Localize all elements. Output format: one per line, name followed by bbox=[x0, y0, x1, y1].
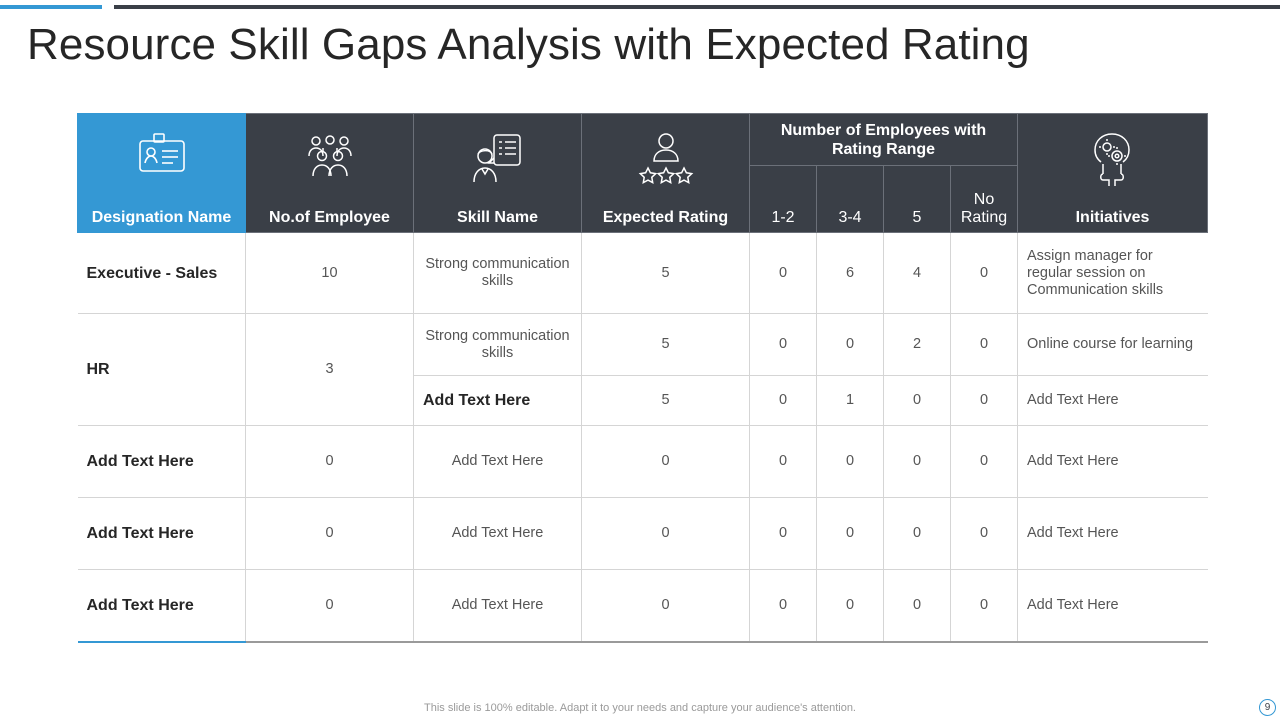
employees-cell: 0 bbox=[245, 569, 414, 643]
footer-note: This slide is 100% editable. Adapt it to… bbox=[424, 702, 856, 714]
range-3-4-cell: 0 bbox=[816, 425, 884, 498]
header-range-1-2: 1-2 bbox=[749, 165, 817, 233]
head-gears-icon bbox=[1093, 132, 1133, 193]
expected-rating-cell: 0 bbox=[581, 425, 750, 498]
header-rating-range-group: Number of Employees with Rating Range bbox=[749, 113, 1018, 166]
range-1-2-cell: 0 bbox=[749, 569, 817, 643]
range-3-4-cell: 0 bbox=[816, 497, 884, 570]
header-skill: Skill Name bbox=[413, 113, 582, 233]
range-1-2-cell: 0 bbox=[749, 425, 817, 498]
range-no-rating-cell: 0 bbox=[950, 569, 1018, 643]
header-employees: No.of Employee bbox=[245, 113, 414, 233]
range-1-2-cell: 0 bbox=[749, 497, 817, 570]
expected-rating-cell: 0 bbox=[581, 497, 750, 570]
header-skill-label: Skill Name bbox=[457, 209, 538, 226]
employees-cell: 10 bbox=[245, 232, 414, 314]
id-card-icon bbox=[137, 132, 187, 181]
range-no-rating-cell: 0 bbox=[950, 375, 1018, 426]
range-5-cell: 0 bbox=[883, 425, 951, 498]
range-3-4-cell: 1 bbox=[816, 375, 884, 426]
initiative-cell: Assign manager for regular session on Co… bbox=[1017, 232, 1208, 314]
header-range-3-4: 3-4 bbox=[816, 165, 884, 233]
page-number: 9 bbox=[1259, 699, 1276, 716]
person-checklist-icon bbox=[472, 132, 524, 189]
header-initiatives-label: Initiatives bbox=[1075, 209, 1150, 226]
skill-cell: Add Text Here bbox=[413, 569, 582, 643]
initiative-cell: Add Text Here bbox=[1017, 425, 1208, 498]
range-1-2-cell: 0 bbox=[749, 232, 817, 314]
employees-cell: 0 bbox=[245, 425, 414, 498]
skill-cell: Strong communication skills bbox=[413, 232, 582, 314]
range-5-cell: 2 bbox=[883, 313, 951, 376]
skill-cell: Add Text Here bbox=[413, 375, 582, 426]
skill-cell: Strong communication skills bbox=[413, 313, 582, 376]
table-row: Add Text Here 0 Add Text Here 0 0 0 0 0 … bbox=[77, 425, 1208, 498]
employees-cell: 3 bbox=[245, 313, 414, 426]
range-5-cell: 0 bbox=[883, 569, 951, 643]
table-row: Executive - Sales 10 Strong communicatio… bbox=[77, 232, 1208, 314]
accent-bar-blue bbox=[0, 5, 102, 9]
initiative-cell: Add Text Here bbox=[1017, 497, 1208, 570]
expected-rating-cell: 5 bbox=[581, 232, 750, 314]
table-row: Add Text Here 0 Add Text Here 0 0 0 0 0 … bbox=[77, 569, 1208, 643]
skill-cell: Add Text Here bbox=[413, 425, 582, 498]
range-3-4-cell: 6 bbox=[816, 232, 884, 314]
designation-cell: HR bbox=[77, 313, 246, 426]
initiative-cell: Add Text Here bbox=[1017, 375, 1208, 426]
team-icon bbox=[305, 132, 355, 185]
range-3-4-cell: 0 bbox=[816, 313, 884, 376]
table-row: Add Text Here 5 0 1 0 0 Add Text Here bbox=[78, 375, 1208, 426]
designation-cell: Add Text Here bbox=[77, 569, 246, 643]
header-expected-label: Expected Rating bbox=[602, 209, 729, 226]
expected-rating-cell: 5 bbox=[581, 313, 750, 376]
slide-title: Resource Skill Gaps Analysis with Expect… bbox=[27, 20, 1030, 69]
header-expected: Expected Rating bbox=[581, 113, 750, 233]
range-no-rating-cell: 0 bbox=[950, 232, 1018, 314]
accent-bar-dark bbox=[114, 5, 1280, 9]
header-initiatives: Initiatives bbox=[1017, 113, 1208, 233]
range-1-2-cell: 0 bbox=[749, 313, 817, 376]
user-stars-icon bbox=[638, 132, 694, 191]
designation-cell: Executive - Sales bbox=[77, 232, 246, 314]
header-range-5: 5 bbox=[883, 165, 951, 233]
range-no-rating-cell: 0 bbox=[950, 497, 1018, 570]
header-employees-label: No.of Employee bbox=[269, 209, 390, 226]
table-row: HR 3 Strong communication skills 5 0 0 2… bbox=[77, 313, 1208, 426]
range-no-rating-cell: 0 bbox=[950, 425, 1018, 498]
range-5-cell: 0 bbox=[883, 375, 951, 426]
header-designation: Designation Name bbox=[77, 113, 246, 233]
skill-cell: Add Text Here bbox=[413, 497, 582, 570]
header-designation-label: Designation Name bbox=[91, 209, 232, 226]
range-5-cell: 4 bbox=[883, 232, 951, 314]
employees-cell: 0 bbox=[245, 497, 414, 570]
expected-rating-cell: 5 bbox=[581, 375, 750, 426]
initiative-cell: Add Text Here bbox=[1017, 569, 1208, 643]
range-5-cell: 0 bbox=[883, 497, 951, 570]
initiative-cell: Online course for learning bbox=[1017, 313, 1208, 376]
header-range-no-rating: No Rating bbox=[950, 165, 1018, 233]
range-3-4-cell: 0 bbox=[816, 569, 884, 643]
expected-rating-cell: 0 bbox=[581, 569, 750, 643]
range-1-2-cell: 0 bbox=[749, 375, 817, 426]
designation-cell: Add Text Here bbox=[77, 425, 246, 498]
range-no-rating-cell: 0 bbox=[950, 313, 1018, 376]
skill-gap-table: Designation Name bbox=[77, 113, 1208, 643]
table-row: Add Text Here 0 Add Text Here 0 0 0 0 0 … bbox=[77, 497, 1208, 570]
designation-cell: Add Text Here bbox=[77, 497, 246, 570]
